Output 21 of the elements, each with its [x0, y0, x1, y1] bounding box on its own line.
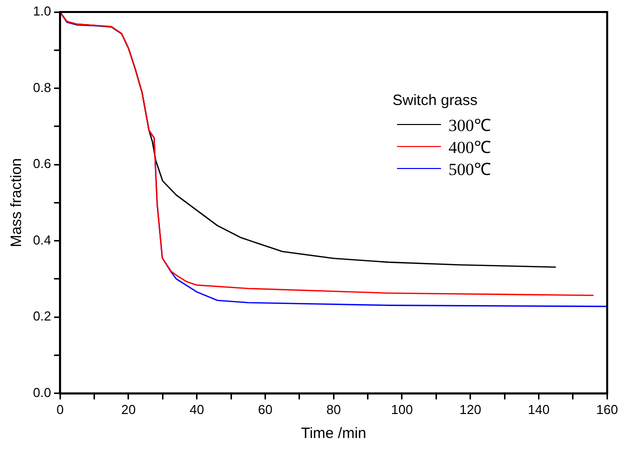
y-tick-label: 0.0	[32, 384, 52, 400]
y-tick-label: 0.6	[32, 156, 52, 172]
x-tick-label: 80	[326, 402, 341, 417]
legend-label: 400℃	[448, 136, 491, 158]
legend-label: 300℃	[448, 114, 491, 136]
y-tick-label: 0.8	[32, 80, 52, 95]
x-tick-label: 100	[391, 402, 413, 417]
x-tick-label: 120	[460, 402, 482, 417]
x-tick-label: 40	[190, 402, 204, 417]
y-tick-label: 0.2	[32, 308, 52, 324]
y-axis-title: Mass fraction	[8, 158, 26, 248]
x-tick-label: 20	[121, 402, 136, 417]
y-tick-label: 1.0	[32, 4, 52, 19]
x-tick-label: 140	[528, 402, 550, 417]
y-tick-label: 0.4	[32, 232, 52, 248]
legend-label: 500℃	[448, 158, 491, 180]
x-tick-label: 160	[596, 402, 618, 417]
legend-title: Switch grass	[392, 92, 479, 109]
x-axis-title: Time /min	[300, 425, 366, 442]
x-tick-label: 0	[56, 402, 64, 417]
x-tick-label: 60	[258, 402, 272, 417]
